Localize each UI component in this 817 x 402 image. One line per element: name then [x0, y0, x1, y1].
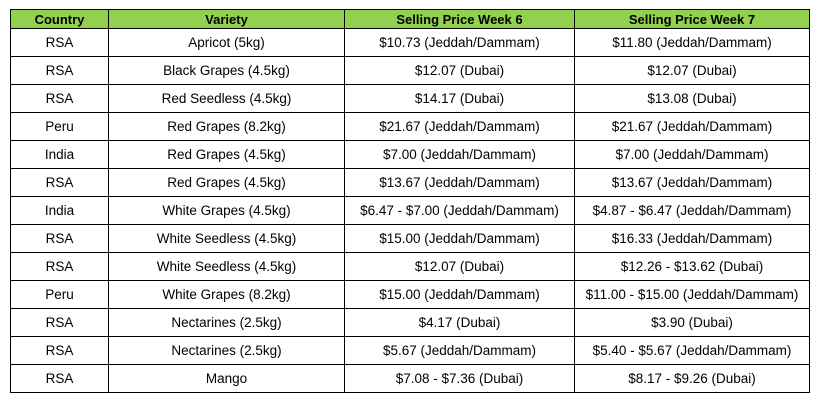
cell-variety: Red Seedless (4.5kg)	[108, 84, 345, 113]
cell-price-week-7: $8.17 - $9.26 (Dubai)	[574, 364, 810, 393]
cell-price-week-6: $10.73 (Jeddah/Dammam)	[344, 28, 575, 57]
table-row: RSA Apricot (5kg) $10.73 (Jeddah/Dammam) $1…	[10, 28, 810, 57]
cell-price-week-7: $13.67 (Jeddah/Dammam)	[574, 168, 810, 197]
cell-variety: White Grapes (4.5kg)	[108, 196, 345, 225]
cell-country: RSA	[10, 56, 109, 85]
cell-country: RSA	[10, 28, 109, 57]
price-table: Country Variety Selling Price Week 6 Sel…	[10, 9, 810, 393]
table-row: RSA Red Seedless (4.5kg) $14.17 (Dubai) $13…	[10, 84, 810, 113]
cell-price-week-7: $12.26 - $13.62 (Dubai)	[574, 252, 810, 281]
header-price-week-6: Selling Price Week 6	[344, 9, 575, 29]
cell-price-week-6: $15.00 (Jeddah/Dammam)	[344, 224, 575, 253]
cell-country: Peru	[10, 112, 109, 141]
cell-variety: Apricot (5kg)	[108, 28, 345, 57]
cell-country: RSA	[10, 336, 109, 365]
cell-price-week-6: $6.47 - $7.00 (Jeddah/Dammam)	[344, 196, 575, 225]
table-header: Country Variety Selling Price Week 6 Sel…	[10, 9, 810, 29]
cell-price-week-6: $12.07 (Dubai)	[344, 56, 575, 85]
cell-variety: White Seedless (4.5kg)	[108, 252, 345, 281]
cell-price-week-7: $7.00 (Jeddah/Dammam)	[574, 140, 810, 169]
cell-country: RSA	[10, 308, 109, 337]
table-row: RSA White Seedless (4.5kg) $12.07 (Dubai) $…	[10, 252, 810, 281]
cell-price-week-7: $3.90 (Dubai)	[574, 308, 810, 337]
cell-price-week-7: $11.00 - $15.00 (Jeddah/Dammam)	[574, 280, 810, 309]
table-row: RSA Nectarines (2.5kg) $4.17 (Dubai) $3.90 …	[10, 308, 810, 337]
table-row: Peru White Grapes (8.2kg) $15.00 (Jeddah/D…	[10, 280, 810, 309]
table-body: RSA Apricot (5kg) $10.73 (Jeddah/Dammam) $1…	[10, 28, 810, 393]
table-row: India Red Grapes (4.5kg) $7.00 (Jeddah/Dam…	[10, 140, 810, 169]
cell-price-week-7: $16.33 (Jeddah/Dammam)	[574, 224, 810, 253]
header-country: Country	[10, 9, 109, 29]
table-row: RSA Black Grapes (4.5kg) $12.07 (Dubai) $12…	[10, 56, 810, 85]
cell-price-week-7: $21.67 (Jeddah/Dammam)	[574, 112, 810, 141]
cell-country: RSA	[10, 252, 109, 281]
table-row: RSA Mango $7.08 - $7.36 (Dubai) $8.17 - $9.…	[10, 364, 810, 393]
cell-country: RSA	[10, 84, 109, 113]
table-row: India White Grapes (4.5kg) $6.47 - $7.00 (…	[10, 196, 810, 225]
header-price-week-7: Selling Price Week 7	[574, 9, 810, 29]
cell-country: India	[10, 140, 109, 169]
cell-variety: Red Grapes (4.5kg)	[108, 140, 345, 169]
cell-price-week-6: $15.00 (Jeddah/Dammam)	[344, 280, 575, 309]
cell-country: India	[10, 196, 109, 225]
cell-price-week-7: $4.87 - $6.47 (Jeddah/Dammam)	[574, 196, 810, 225]
cell-country: Peru	[10, 280, 109, 309]
table-row: RSA Red Grapes (4.5kg) $13.67 (Jeddah/Damm…	[10, 168, 810, 197]
header-row: Country Variety Selling Price Week 6 Sel…	[10, 9, 810, 29]
cell-variety: Red Grapes (8.2kg)	[108, 112, 345, 141]
cell-price-week-6: $13.67 (Jeddah/Dammam)	[344, 168, 575, 197]
cell-country: RSA	[10, 224, 109, 253]
cell-price-week-6: $7.08 - $7.36 (Dubai)	[344, 364, 575, 393]
cell-price-week-6: $7.00 (Jeddah/Dammam)	[344, 140, 575, 169]
cell-country: RSA	[10, 168, 109, 197]
cell-variety: Black Grapes (4.5kg)	[108, 56, 345, 85]
cell-price-week-7: $12.07 (Dubai)	[574, 56, 810, 85]
cell-variety: Nectarines (2.5kg)	[108, 308, 345, 337]
cell-variety: Nectarines (2.5kg)	[108, 336, 345, 365]
cell-country: RSA	[10, 364, 109, 393]
cell-price-week-6: $4.17 (Dubai)	[344, 308, 575, 337]
table-row: RSA Nectarines (2.5kg) $5.67 (Jeddah/Damma…	[10, 336, 810, 365]
cell-variety: Red Grapes (4.5kg)	[108, 168, 345, 197]
cell-price-week-6: $21.67 (Jeddah/Dammam)	[344, 112, 575, 141]
cell-price-week-7: $11.80 (Jeddah/Dammam)	[574, 28, 810, 57]
cell-price-week-7: $13.08 (Dubai)	[574, 84, 810, 113]
cell-variety: Mango	[108, 364, 345, 393]
cell-variety: White Seedless (4.5kg)	[108, 224, 345, 253]
table-row: RSA White Seedless (4.5kg) $15.00 (Jeddah/…	[10, 224, 810, 253]
table-row: Peru Red Grapes (8.2kg) $21.67 (Jeddah/Dam…	[10, 112, 810, 141]
cell-price-week-6: $5.67 (Jeddah/Dammam)	[344, 336, 575, 365]
cell-variety: White Grapes (8.2kg)	[108, 280, 345, 309]
header-variety: Variety	[108, 9, 345, 29]
cell-price-week-6: $14.17 (Dubai)	[344, 84, 575, 113]
cell-price-week-7: $5.40 - $5.67 (Jeddah/Dammam)	[574, 336, 810, 365]
cell-price-week-6: $12.07 (Dubai)	[344, 252, 575, 281]
